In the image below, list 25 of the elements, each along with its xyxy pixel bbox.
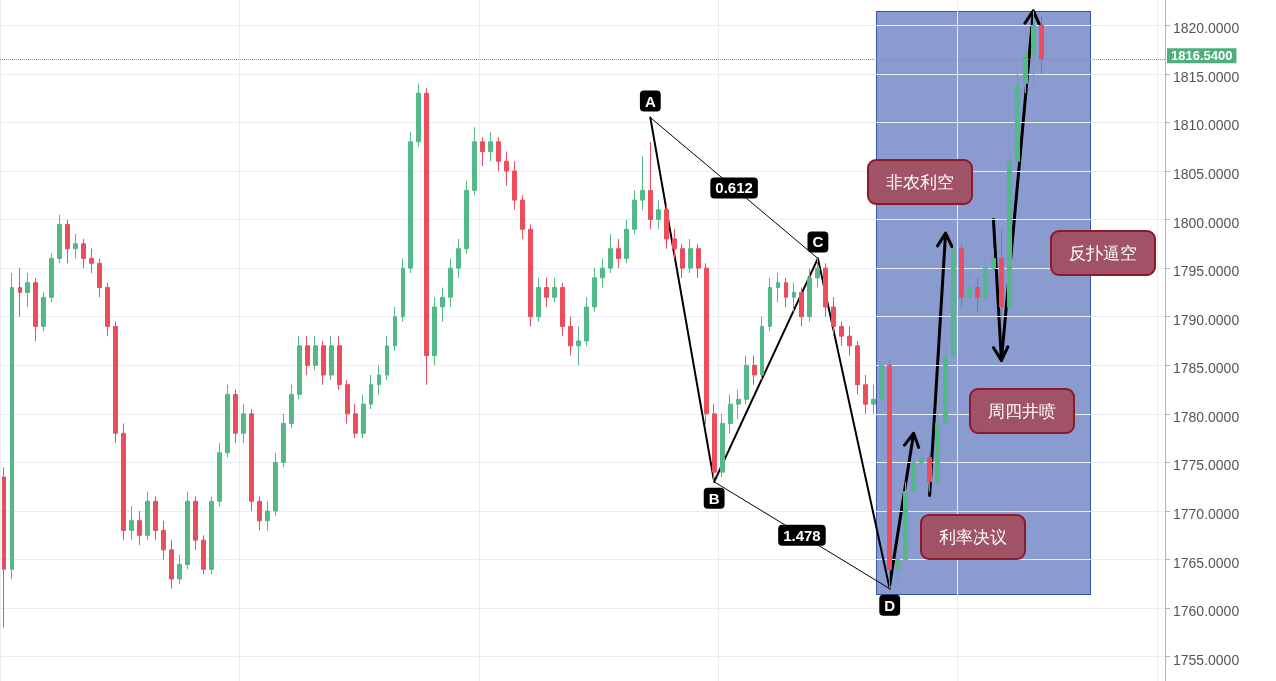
y-tick-label: 1820.0000 (1173, 20, 1240, 37)
y-tick-label: 1785.0000 (1173, 360, 1240, 377)
annotation: 0.612 (715, 179, 753, 197)
y-tick-label: 1805.0000 (1173, 165, 1240, 182)
y-tick-label: 1800.0000 (1173, 214, 1240, 231)
data-label: B (708, 489, 720, 507)
y-tick-label: 1790.0000 (1173, 311, 1240, 328)
y-tick-label: 1770.0000 (1173, 505, 1240, 522)
data-label: C (812, 233, 824, 251)
y-tick-label: 1775.0000 (1173, 457, 1240, 474)
y-tick-label: 1780.0000 (1173, 408, 1240, 425)
y-tick-label: 1795.0000 (1173, 263, 1240, 280)
y-tick-label: 1765.0000 (1173, 554, 1240, 571)
data-label: D (884, 596, 896, 614)
y-tick-label: 1760.0000 (1173, 603, 1240, 620)
y-tick-label: 1755.0000 (1173, 651, 1240, 668)
annotation: 利率决议 (939, 527, 1007, 547)
y-tick-label: 1810.0000 (1173, 117, 1240, 134)
ref-line-label: 1816.5400 (1171, 48, 1233, 64)
annotation: 周四井喷 (988, 401, 1056, 421)
annotation: 非农利空 (886, 172, 954, 192)
y-tick-label: 1815.0000 (1173, 68, 1240, 85)
data-label: A (644, 92, 656, 110)
annotation: 反扑逼空 (1069, 243, 1137, 263)
annotation: 1.478 (783, 526, 821, 544)
